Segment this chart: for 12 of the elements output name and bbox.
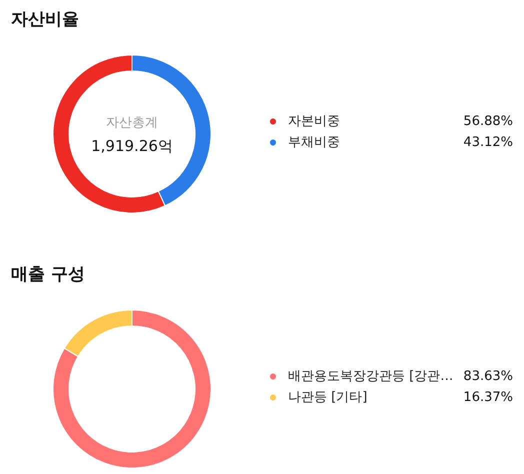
- legend-label: 나관등 [기타]: [288, 390, 368, 405]
- legend-label: 배관용도복장강관등 [강관…: [288, 369, 454, 384]
- text: 1,919.26억: [91, 137, 173, 155]
- data-label: 56.88%: [463, 114, 513, 129]
- data-label: 83.63%: [463, 369, 513, 384]
- text: 자산총계: [106, 116, 158, 130]
- chart-title: 매출 구성: [11, 264, 85, 284]
- chart-title: 자산비율: [11, 10, 79, 30]
- legend-label: 자본비중: [288, 114, 340, 129]
- data-label: 43.12%: [463, 135, 513, 150]
- data-label: 16.37%: [463, 390, 513, 405]
- legend-label: 부채비중: [288, 135, 340, 150]
